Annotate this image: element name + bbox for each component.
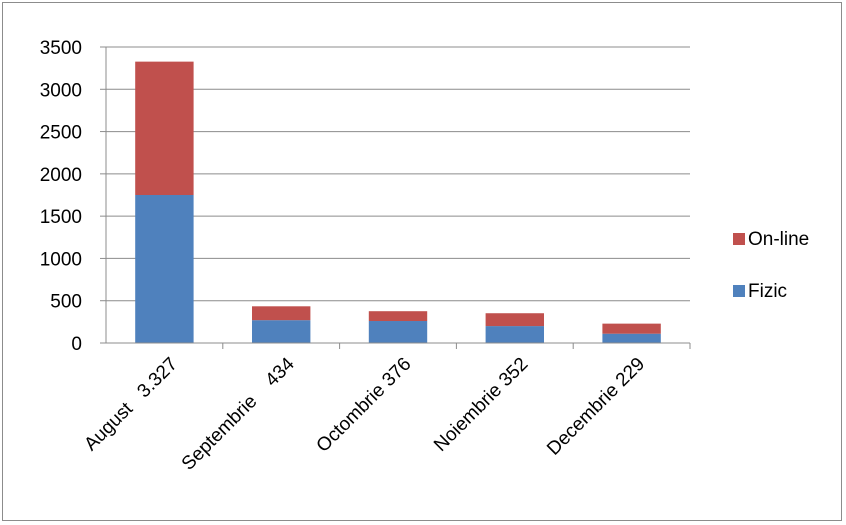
bar-segment: [368, 311, 428, 322]
bar-segment: [135, 195, 194, 343]
bar-segment: [135, 61, 194, 195]
bar-segment: [252, 320, 311, 343]
bar-segment: [485, 326, 544, 343]
x-tick-label: Decembrie 229: [543, 354, 649, 460]
bar-segment: [252, 306, 311, 321]
y-tick-label: 3000: [40, 80, 82, 101]
bar-segment: [602, 323, 661, 334]
y-tick-label: 1500: [40, 207, 82, 228]
x-tick-label: Octombrie 376: [313, 354, 416, 457]
stacked-bar-chart: 0 500 1000 1500 2000 2500 3000 3500 August 3.327…: [40, 38, 810, 475]
x-tick-label: Septembrie 434: [178, 353, 299, 474]
x-tick-label: August 3.327: [80, 354, 182, 456]
y-tick-label: 500: [50, 292, 82, 313]
legend-swatch: [733, 285, 745, 297]
y-tick-label: 3500: [40, 38, 82, 59]
y-tick-label: 2000: [40, 165, 82, 186]
bar-segment: [368, 321, 428, 343]
x-tick-label: Noiembrie 352: [430, 354, 532, 456]
legend: On-line Fizic: [733, 229, 809, 302]
legend-label: On-line: [748, 229, 809, 250]
bars: [135, 61, 661, 343]
y-tick-label: 0: [71, 334, 82, 355]
bar-segment: [485, 313, 544, 327]
bar-segment: [602, 333, 661, 343]
gridlines: [106, 46, 690, 302]
y-tick-label: 1000: [40, 249, 82, 270]
legend-label: Fizic: [748, 281, 787, 302]
legend-swatch: [733, 233, 745, 245]
y-tick-label: 2500: [40, 123, 82, 144]
